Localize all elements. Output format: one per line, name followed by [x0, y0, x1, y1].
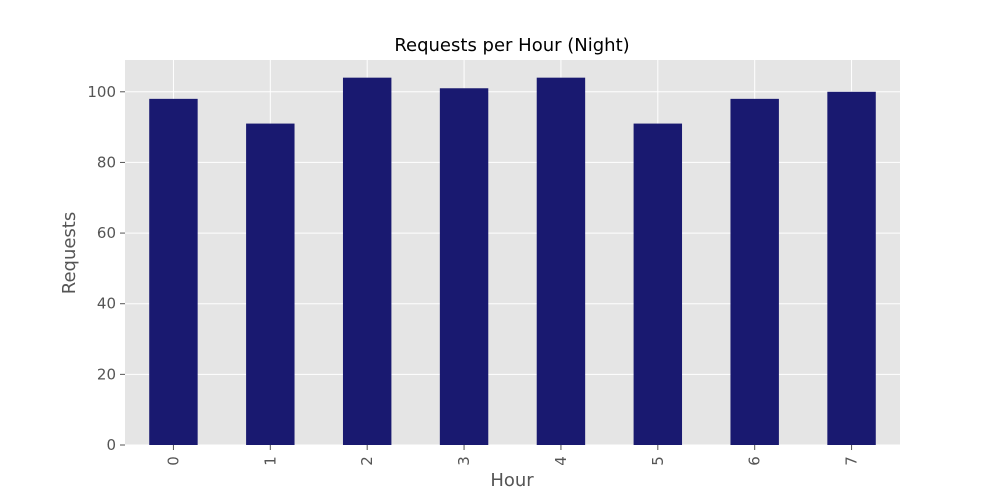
bars — [149, 77, 876, 446]
bar-hour-1 — [246, 123, 295, 446]
x-tick-label: 2 — [358, 456, 376, 466]
y-tick-label: 80 — [97, 153, 116, 171]
plot-background — [125, 60, 900, 445]
x-tick-label: 1 — [261, 456, 279, 466]
bar-hour-6 — [730, 98, 779, 445]
bar-hour-4 — [536, 77, 586, 445]
y-tick-label: 60 — [97, 224, 116, 242]
x-tick-label: 3 — [455, 456, 473, 466]
chart-title: Requests per Hour (Night) — [394, 35, 629, 56]
x-tick-label: 7 — [843, 456, 861, 466]
x-tick-label: 0 — [164, 456, 182, 466]
bar-hour-3 — [439, 88, 489, 445]
y-axis-label: Requests — [59, 212, 80, 295]
x-tick-label: 4 — [552, 456, 570, 466]
bar-hour-7 — [827, 91, 876, 445]
x-tick-label: 5 — [649, 456, 667, 466]
bar-hour-2 — [342, 77, 392, 445]
y-tick-label: 0 — [106, 436, 116, 454]
bar-hour-5 — [633, 123, 683, 446]
bar-hour-0 — [149, 98, 198, 445]
y-tick-label: 100 — [87, 83, 116, 101]
x-axis-label: Hour — [490, 470, 534, 491]
y-tick-label: 20 — [97, 365, 116, 383]
y-tick-label: 40 — [97, 295, 116, 313]
ticks: 0 20 40 60 80 100 0 1 2 3 4 5 6 7 — [87, 83, 860, 466]
x-tick-label: 6 — [746, 456, 764, 466]
